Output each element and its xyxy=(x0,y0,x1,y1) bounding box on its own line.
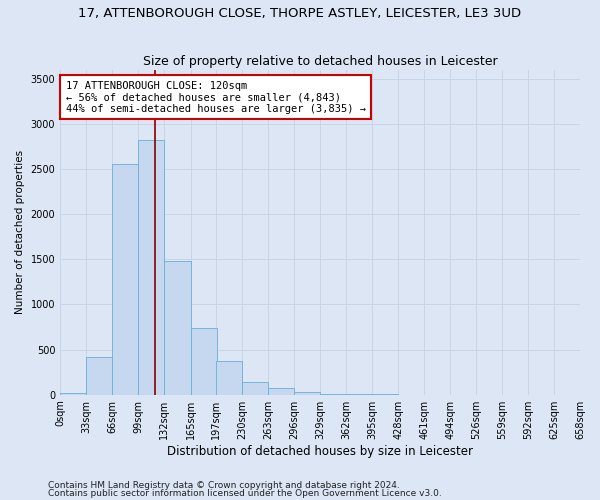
Title: Size of property relative to detached houses in Leicester: Size of property relative to detached ho… xyxy=(143,56,497,68)
Bar xyxy=(86,357,112,395)
Bar xyxy=(164,261,191,394)
X-axis label: Distribution of detached houses by size in Leicester: Distribution of detached houses by size … xyxy=(167,444,473,458)
Text: Contains HM Land Registry data © Crown copyright and database right 2024.: Contains HM Land Registry data © Crown c… xyxy=(48,480,400,490)
Bar xyxy=(294,392,320,394)
Bar xyxy=(268,388,294,394)
Text: 17, ATTENBOROUGH CLOSE, THORPE ASTLEY, LEICESTER, LE3 3UD: 17, ATTENBOROUGH CLOSE, THORPE ASTLEY, L… xyxy=(79,8,521,20)
Bar xyxy=(60,393,86,394)
Bar xyxy=(139,140,164,394)
Bar xyxy=(191,328,217,394)
Text: Contains public sector information licensed under the Open Government Licence v3: Contains public sector information licen… xyxy=(48,489,442,498)
Bar xyxy=(112,164,139,394)
Y-axis label: Number of detached properties: Number of detached properties xyxy=(15,150,25,314)
Bar xyxy=(216,362,242,394)
Bar xyxy=(242,382,268,394)
Text: 17 ATTENBOROUGH CLOSE: 120sqm
← 56% of detached houses are smaller (4,843)
44% o: 17 ATTENBOROUGH CLOSE: 120sqm ← 56% of d… xyxy=(65,80,365,114)
